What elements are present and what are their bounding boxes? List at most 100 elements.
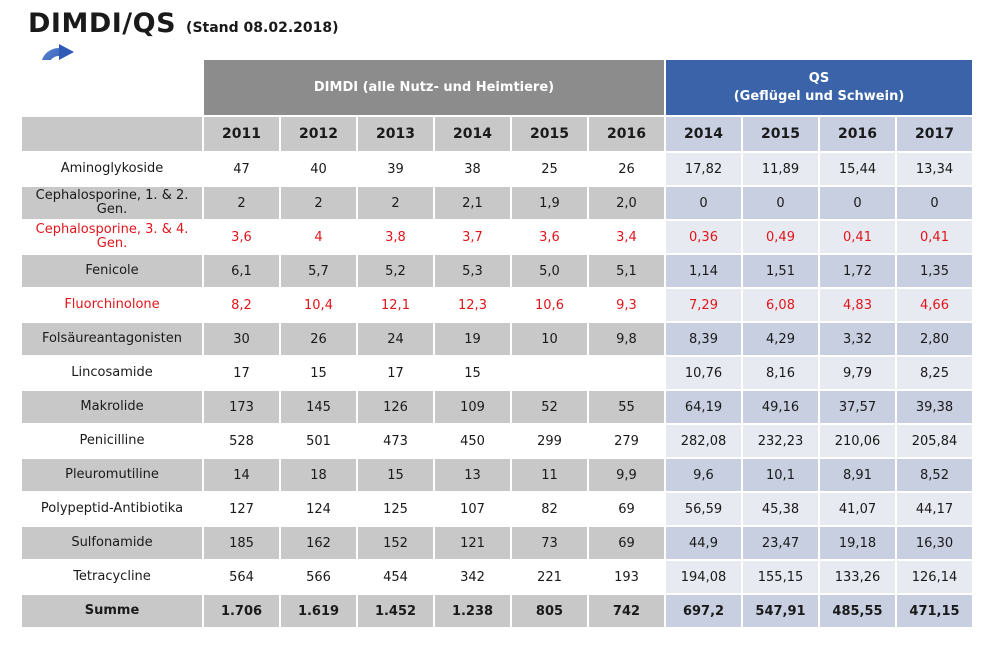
- row-label: Summe: [22, 595, 202, 627]
- year-header-qs: 2014: [666, 117, 741, 151]
- year-header-dimdi: 2011: [204, 117, 279, 151]
- dimdi-cell: 26: [281, 323, 356, 355]
- table-row: Makrolide 173 145 126 109 52 55 64,19 49,16 37,57…: [22, 391, 972, 423]
- qs-cell: 0: [743, 187, 818, 219]
- dimdi-cell: 38: [435, 153, 510, 185]
- qs-cell: 23,47: [743, 527, 818, 559]
- year-header-qs: 2015: [743, 117, 818, 151]
- dimdi-cell: 52: [512, 391, 587, 423]
- qs-cell: 4,83: [820, 289, 895, 321]
- table-row: Penicilline 528 501 473 450 299 279 282,08 232,2…: [22, 425, 972, 457]
- title-date: (Stand 08.02.2018): [186, 20, 339, 36]
- qs-cell: 133,26: [820, 561, 895, 593]
- qs-cell: 1,14: [666, 255, 741, 287]
- dimdi-cell: 10: [512, 323, 587, 355]
- title-main: DIMDI/QS: [28, 8, 177, 39]
- dimdi-cell: 26: [589, 153, 664, 185]
- year-header-dimdi: 2016: [589, 117, 664, 151]
- qs-cell: 0,41: [820, 221, 895, 253]
- qs-cell: 232,23: [743, 425, 818, 457]
- row-label: Penicilline: [22, 425, 202, 457]
- row-label: Folsäureantagonisten: [22, 323, 202, 355]
- dimdi-cell: 221: [512, 561, 587, 593]
- dimdi-cell: 342: [435, 561, 510, 593]
- year-header-row: 2011 2012 2013 2014 2015 2016 2014 2015 2016 2017: [22, 117, 972, 151]
- row-label: Tetracycline: [22, 561, 202, 593]
- row-label: Fenicole: [22, 255, 202, 287]
- qs-cell: 4,66: [897, 289, 972, 321]
- table-row: Aminoglykoside 47 40 39 38 25 26 17,82 11,89 15,4…: [22, 153, 972, 185]
- dimdi-cell: 3,4: [589, 221, 664, 253]
- dimdi-cell: 17: [204, 357, 279, 389]
- row-label: Cephalosporine, 1. & 2. Gen.: [22, 187, 202, 219]
- dimdi-cell: 125: [358, 493, 433, 525]
- qs-header-line1: QS: [808, 70, 830, 86]
- sum-row: Summe 1.706 1.619 1.452 1.238 805 742 697,2 547,…: [22, 595, 972, 627]
- qs-cell: 9,79: [820, 357, 895, 389]
- qs-cell: 0,49: [743, 221, 818, 253]
- table-row: Cephalosporine, 1. & 2. Gen. 2 2 2 2,1 1,9 2,0…: [22, 187, 972, 219]
- qs-cell: 697,2: [666, 595, 741, 627]
- table-row: Fluorchinolone 8,2 10,4 12,1 12,3 10,6 9,3 7,29…: [22, 289, 972, 321]
- dimdi-cell: 2: [281, 187, 356, 219]
- dimdi-cell: 15: [358, 459, 433, 491]
- dimdi-cell: 5,1: [589, 255, 664, 287]
- dimdi-cell: [512, 357, 587, 389]
- dimdi-cell: 2: [358, 187, 433, 219]
- antibiotics-table: DIMDI (alle Nutz- und Heimtiere) QS (Gef…: [20, 58, 974, 629]
- qs-cell: 485,55: [820, 595, 895, 627]
- dimdi-cell: 173: [204, 391, 279, 423]
- dimdi-cell: 73: [512, 527, 587, 559]
- dimdi-cell: 24: [358, 323, 433, 355]
- dimdi-cell: 126: [358, 391, 433, 423]
- row-label: Fluorchinolone: [22, 289, 202, 321]
- qs-cell: 210,06: [820, 425, 895, 457]
- row-label: Makrolide: [22, 391, 202, 423]
- dimdi-cell: 40: [281, 153, 356, 185]
- dimdi-cell: 3,6: [512, 221, 587, 253]
- row-label: Aminoglykoside: [22, 153, 202, 185]
- dimdi-cell: 109: [435, 391, 510, 423]
- table-row: Cephalosporine, 3. & 4. Gen. 3,6 4 3,8 3,7 3,…: [22, 221, 972, 253]
- table-row: Lincosamide 17 15 17 15 10,76 8,16 9,79 8,25: [22, 357, 972, 389]
- year-header-dimdi: 2012: [281, 117, 356, 151]
- qs-cell: 0: [897, 187, 972, 219]
- dimdi-cell: 145: [281, 391, 356, 423]
- row-label: Polypeptid-Antibiotika: [22, 493, 202, 525]
- dimdi-cell: 17: [358, 357, 433, 389]
- year-header-dimdi: 2015: [512, 117, 587, 151]
- qs-cell: 39,38: [897, 391, 972, 423]
- year-header-dimdi: 2014: [435, 117, 510, 151]
- dimdi-cell: 5,3: [435, 255, 510, 287]
- dimdi-cell: 299: [512, 425, 587, 457]
- qs-cell: 8,39: [666, 323, 741, 355]
- dimdi-cell: 15: [435, 357, 510, 389]
- dimdi-cell: 450: [435, 425, 510, 457]
- dimdi-cell: 12,3: [435, 289, 510, 321]
- dimdi-cell: 2: [204, 187, 279, 219]
- qs-cell: 15,44: [820, 153, 895, 185]
- qs-cell: 11,89: [743, 153, 818, 185]
- qs-cell: 9,6: [666, 459, 741, 491]
- qs-cell: 547,91: [743, 595, 818, 627]
- dimdi-cell: 10,4: [281, 289, 356, 321]
- year-header-dimdi: 2013: [358, 117, 433, 151]
- qs-cell: 1,72: [820, 255, 895, 287]
- qs-cell: 41,07: [820, 493, 895, 525]
- dimdi-cell: 5,0: [512, 255, 587, 287]
- dimdi-cell: 55: [589, 391, 664, 423]
- qs-cell: 8,52: [897, 459, 972, 491]
- dimdi-cell: 1.706: [204, 595, 279, 627]
- qs-cell: 2,80: [897, 323, 972, 355]
- dimdi-cell: 501: [281, 425, 356, 457]
- dimdi-cell: 127: [204, 493, 279, 525]
- qs-cell: 17,82: [666, 153, 741, 185]
- dimdi-cell: 805: [512, 595, 587, 627]
- dimdi-cell: 279: [589, 425, 664, 457]
- qs-cell: 16,30: [897, 527, 972, 559]
- qs-cell: 44,17: [897, 493, 972, 525]
- header-group-row: DIMDI (alle Nutz- und Heimtiere) QS (Gef…: [22, 60, 972, 115]
- dimdi-cell: 2,1: [435, 187, 510, 219]
- dimdi-cell: 185: [204, 527, 279, 559]
- qs-cell: 56,59: [666, 493, 741, 525]
